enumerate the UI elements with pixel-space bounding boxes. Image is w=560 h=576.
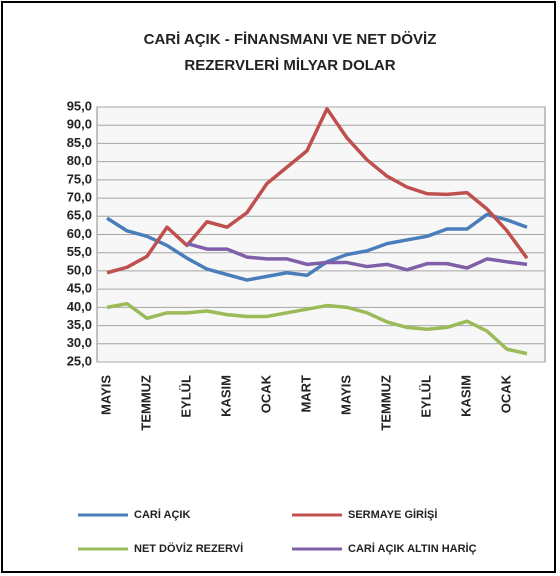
y-tick-label: 60,0 [67, 226, 92, 241]
x-tick-label: KASIM [218, 375, 233, 417]
y-tick-label: 65,0 [67, 208, 92, 223]
y-tick-label: 70,0 [67, 190, 92, 205]
x-tick-label: EYLÜL [178, 375, 193, 418]
x-tick-label: EYLÜL [418, 375, 433, 418]
x-tick-label: KASIM [458, 375, 473, 417]
y-tick-label: 80,0 [67, 153, 92, 168]
legend-label: CARİ AÇIK [134, 508, 190, 521]
x-tick-label: MART [298, 375, 313, 413]
legend-label: CARİ AÇIK ALTIN HARİÇ [348, 542, 477, 555]
x-tick-label: OCAK [498, 374, 513, 413]
x-tick-label: TEMMUZ [138, 375, 153, 431]
y-tick-label: 85,0 [67, 135, 92, 150]
x-tick-label: OCAK [258, 374, 273, 413]
legend-label: NET DÖVİZ REZERVİ [134, 542, 243, 555]
y-tick-label: 90,0 [67, 117, 92, 132]
series-line [186, 241, 528, 272]
legend-label: SERMAYE GİRİŞİ [348, 508, 437, 521]
y-tick-label: 40,0 [67, 299, 92, 314]
y-tick-label: 50,0 [67, 262, 92, 277]
y-tick-label: 25,0 [67, 353, 92, 368]
y-tick-label: 35,0 [67, 317, 92, 332]
series-line [106, 301, 528, 356]
y-tick-label: 45,0 [67, 281, 92, 296]
chart-title: CARİ AÇIK - FİNANSMANI VE NET DÖVİZ [144, 31, 437, 48]
x-tick-label: TEMMUZ [378, 375, 393, 431]
y-tick-label: 75,0 [67, 171, 92, 186]
y-tick-label: 55,0 [67, 244, 92, 259]
y-tick-label: 95,0 [67, 98, 92, 113]
x-tick-label: MAYIS [98, 375, 113, 415]
y-tick-label: 30,0 [67, 335, 92, 350]
x-tick-label: MAYIS [338, 375, 353, 415]
chart-title: REZERVLERİ MİLYAR DOLAR [184, 57, 395, 74]
series-line [106, 212, 528, 282]
series-line [106, 107, 529, 275]
